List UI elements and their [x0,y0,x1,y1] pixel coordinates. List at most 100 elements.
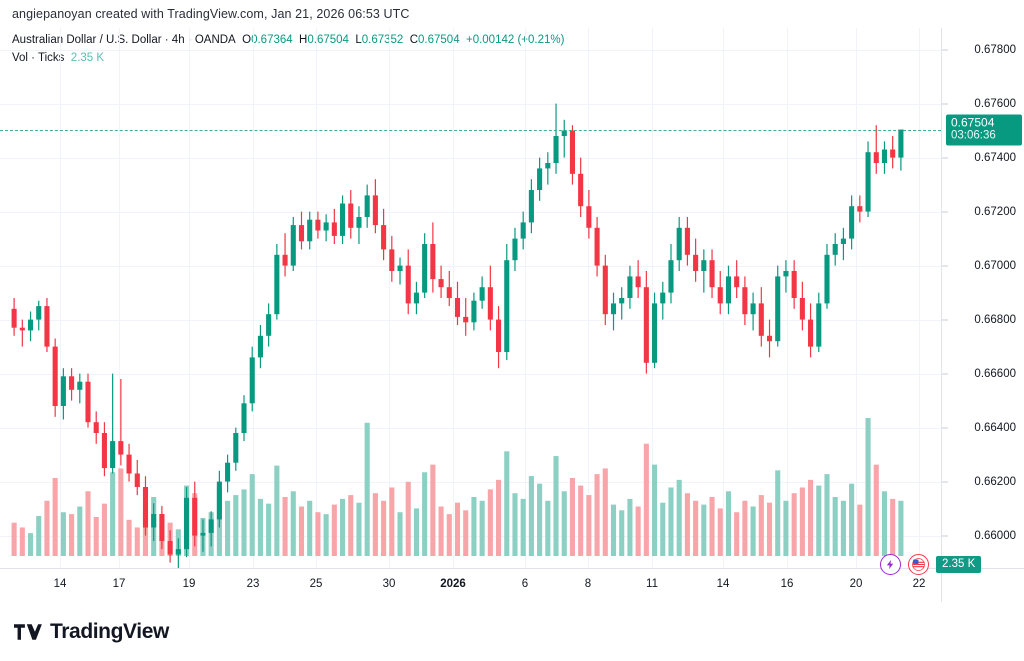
volume-bar [512,493,518,556]
price-tick-dash [942,103,948,105]
candle-body [27,319,34,331]
volume-bar [93,516,99,556]
candle-body [11,308,17,328]
volume-bar [356,502,362,556]
volume-bar [717,508,723,556]
candle-body [520,222,526,239]
grid-line-vertical [60,28,61,568]
candle-body [668,260,674,293]
candle-body [340,203,346,236]
price-scale[interactable]: 0.67800 0.67600 0.67400 0.67200 0.67000 0.668… [941,28,1024,568]
legend-symbol-row[interactable]: Australian Dollar / U.S. Dollar · 4h · O… [12,34,565,46]
volume-bar [873,464,879,556]
time-scale[interactable]: 14 17 19 23 25 30 2026 6 8 11 14 16 20 22 [0,568,941,602]
legend-close-label: C [409,34,419,46]
chart-floating-icons[interactable]: 2.35 K [880,552,982,576]
volume-bar [528,476,534,556]
price-tick-label: 0.66400 [974,421,1016,434]
candle-body [323,222,329,231]
candle-body [110,441,116,469]
volume-bar [857,504,863,556]
candle-body [471,300,477,323]
candle-body [512,238,518,261]
time-tick-label: 6 [521,578,529,590]
legend-high-label: H [299,34,308,46]
volume-bar [619,510,625,556]
time-tick-label: 22 [912,578,926,590]
price-tick-label: 0.67000 [974,259,1016,272]
candle-body [873,152,879,163]
price-tick-dash [942,157,948,159]
candle-body [463,316,469,323]
time-tick-label: 8 [584,578,592,590]
volume-bar [569,477,575,556]
candle-body [824,254,830,304]
candle-body [766,335,773,342]
volume-bar [446,514,452,556]
candle-body [19,327,25,331]
candle-body [413,292,419,304]
time-tick-label: 23 [246,578,260,590]
chart-plot-area[interactable] [0,28,941,568]
volume-bar [225,500,231,556]
grid-line-horizontal [0,373,941,375]
candle-body [652,303,658,363]
legend-volume-title[interactable]: Vol · Ticks [12,52,65,64]
candle-body [151,514,157,528]
volume-bar [126,519,132,556]
candle-body [249,357,255,404]
candle-body [898,129,904,158]
last-price-badge[interactable]: 0.67504 03:06:36 [946,114,1022,146]
volume-bar [775,470,781,556]
candle-body [290,225,296,266]
candle-body [159,514,165,541]
candle-body [118,441,124,455]
legend-high-value: 0.67504 [307,34,349,46]
candle-body [849,206,855,239]
grid-line-horizontal [0,49,941,51]
volume-bar [315,512,321,556]
grid-line-vertical [723,28,724,568]
candle-body [60,376,66,406]
candle-body [545,163,551,169]
time-tick-label: 17 [112,578,126,590]
volume-bar [840,500,846,556]
price-tick-label: 0.67600 [974,97,1016,110]
lightning-bolt-icon[interactable] [880,553,901,575]
price-tick-dash [942,427,948,429]
volume-bar [422,472,428,556]
volume-bar [36,516,42,556]
us-flag-icon[interactable] [908,553,929,575]
candle-body [676,227,682,261]
grid-line-horizontal [0,319,941,321]
volume-bar [118,468,124,556]
candle-body [85,381,91,423]
volume-bar [298,506,305,556]
candle-body [586,206,592,228]
volume-bar [545,500,551,556]
volume-bar [323,514,329,556]
candle-body [422,244,428,293]
volume-bar [652,464,658,556]
volume-bar [274,465,280,556]
candle-body [298,225,305,242]
price-tick-dash [942,49,948,51]
candle-body [282,254,288,266]
candle-body [36,306,42,320]
candle-body [660,292,666,304]
candle-body [619,298,625,304]
legend-interval[interactable]: 4h [171,34,185,46]
candle-body [791,271,797,298]
legend-symbol-name[interactable]: Australian Dollar / U.S. Dollar [12,34,162,46]
volume-bar [348,495,354,556]
price-tick-label: 0.66800 [974,313,1016,326]
volume-bar [553,456,559,556]
price-tick-label: 0.66000 [974,529,1016,542]
candle-body [881,149,888,163]
legend-change-value: +0.00142 (+0.21%) [465,34,565,46]
volume-bar [60,512,66,556]
volume-bar [69,514,75,556]
legend-volume-row[interactable]: Vol · Ticks 2.35 K [12,51,564,66]
grid-line-vertical [919,28,920,568]
candle-body [701,260,707,271]
